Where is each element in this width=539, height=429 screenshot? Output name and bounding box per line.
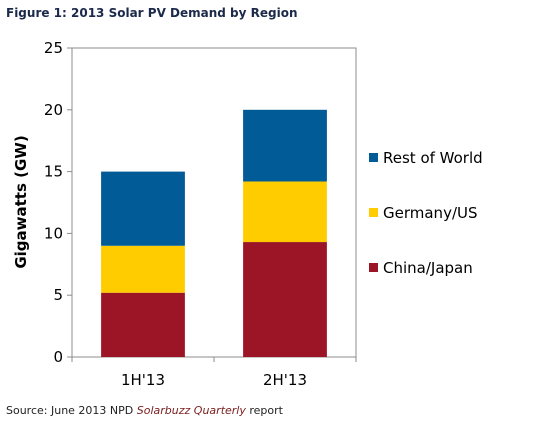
- bars-layer: [101, 109, 327, 357]
- legend-swatch-china-japan: [369, 263, 378, 272]
- legend-label-germany-us: Germany/US: [383, 204, 478, 222]
- y-tick-label: 10: [44, 224, 63, 242]
- bar-segment-rest-of-world: [243, 109, 327, 182]
- x-tick-label: 2H'13: [263, 371, 307, 389]
- y-tick-label: 20: [44, 101, 63, 119]
- bar-segment-germany-us: [101, 245, 185, 293]
- x-axis: 1H'13 2H'13: [71, 357, 357, 389]
- bar-segment-rest-of-world: [101, 171, 185, 246]
- bar-segment-china-japan: [243, 242, 327, 357]
- source-prefix: Source: June 2013 NPD: [6, 404, 137, 417]
- figure-title: Figure 1: 2013 Solar PV Demand by Region: [6, 6, 298, 20]
- source-suffix: report: [245, 404, 283, 417]
- x-tick-label: 1H'13: [121, 371, 165, 389]
- y-tick-label: 5: [53, 286, 63, 304]
- bar-segment-china-japan: [101, 292, 185, 357]
- y-tick-label: 25: [44, 39, 63, 57]
- legend-swatch-rest-of-world: [369, 153, 378, 162]
- legend: Rest of World Germany/US China/Japan: [369, 149, 483, 277]
- source-publication: Solarbuzz Quarterly: [136, 404, 246, 417]
- y-axis: 0 5 10 15 20 25: [44, 39, 72, 366]
- legend-label-china-japan: China/Japan: [383, 259, 473, 277]
- legend-swatch-germany-us: [369, 208, 378, 217]
- source-note: Source: June 2013 NPD Solarbuzz Quarterl…: [6, 404, 283, 417]
- y-tick-label: 15: [44, 163, 63, 181]
- bar-segment-germany-us: [243, 181, 327, 243]
- legend-label-rest-of-world: Rest of World: [383, 149, 483, 167]
- y-axis-label: Gigawatts (GW): [12, 135, 30, 268]
- y-tick-label: 0: [53, 348, 63, 366]
